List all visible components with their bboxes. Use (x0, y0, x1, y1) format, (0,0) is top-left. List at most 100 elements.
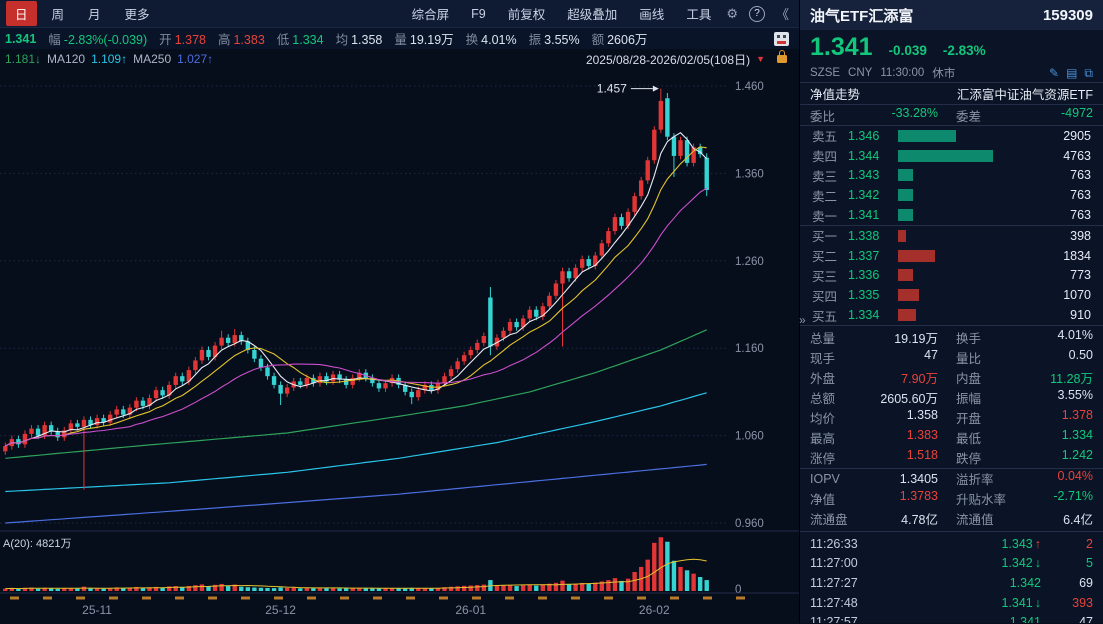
stat-label: 换手 (956, 332, 982, 347)
period-tab[interactable]: 更多 (124, 8, 150, 22)
order-label: 卖二 (812, 189, 838, 204)
info-item: 振 3.55% (528, 33, 580, 47)
svg-text:A(20): 4821万: A(20): 4821万 (3, 538, 71, 550)
stat-cell: 换手 4.01% (956, 328, 1093, 347)
order-row[interactable]: 买五 1.334 910 (800, 305, 1103, 325)
weicha-label: 委差 (956, 109, 982, 124)
candlestick-chart[interactable]: 1.460 1.360 1.260 1.160 1.060 0.960 1.457 A(20)… (0, 69, 800, 624)
toolbar: 日周 月 更多 综合屏 F9 前复权 超级叠加 画线 工具 ⚙ ? 《 (0, 0, 800, 28)
stat-value: 0.50 (1068, 348, 1093, 363)
svg-text:1.060: 1.060 (735, 431, 764, 443)
order-volume: 1834 (1063, 248, 1091, 263)
stats-row: IOPV 1.3405 溢折率 0.04% (800, 467, 1103, 489)
currency-label: CNY (848, 67, 873, 79)
stats-row: 净值 1.3783 升贴水率 -2.71% (800, 489, 1103, 509)
ma-legend: 1.181↓ MA120 1.109↑ MA250 1.027↑ (5, 52, 213, 66)
period-tabs: 日周 月 更多 (6, 1, 159, 26)
stat-cell: 总量 19.19万 (810, 328, 938, 347)
kline-icon[interactable]: ▤ (1066, 65, 1078, 80)
order-label: 买三 (812, 269, 838, 284)
tick-time: 11:26:33 (810, 536, 858, 551)
stat-label: 外盘 (810, 372, 836, 387)
order-price: 1.342 (848, 188, 880, 203)
stats-row: 均价 1.358 开盘 1.378 (800, 408, 1103, 428)
order-row[interactable]: 卖四 1.344 4763 (800, 146, 1103, 166)
sell-orders: 卖五 1.346 2905 卖四 1.344 4763 卖三 1.343 763 卖二 1.342 7… (800, 126, 1103, 225)
stat-cell: 升贴水率 -2.71% (956, 489, 1093, 508)
order-price: 1.336 (848, 268, 880, 283)
order-row[interactable]: 买一 1.338 398 (800, 226, 1103, 246)
ma-label: MA120 (47, 52, 86, 66)
order-row[interactable]: 买二 1.337 1834 (800, 246, 1103, 266)
period-tab[interactable]: 月 (88, 8, 101, 22)
down-arrow-icon: ↓ (1034, 556, 1041, 571)
order-row[interactable]: 卖一 1.341 763 (800, 205, 1103, 225)
depth-bar (898, 289, 920, 302)
info-items: 幅 -2.83%(-0.039) 开 1.378 高 1.383 低 1.334 均 1.358 量… (48, 29, 647, 48)
menu-item[interactable]: 前复权 (507, 8, 546, 22)
menu-item[interactable]: F9 (471, 6, 486, 21)
tick-row[interactable]: 11:27:48 1.341 ↓ 393 (800, 593, 1103, 613)
market-status: 休市 (932, 68, 956, 80)
stat-cell: 最高 1.383 (810, 428, 938, 447)
current-price: 1.341 (5, 31, 37, 46)
collapse-left-icon[interactable]: 《 (775, 7, 789, 22)
tick-price: 1.343 (1001, 536, 1033, 551)
period-tab[interactable]: 周 (51, 8, 65, 22)
tick-time: 11:27:27 (810, 575, 858, 590)
menu-item[interactable]: 综合屏 (411, 8, 450, 22)
period-tab[interactable]: 日 (6, 1, 37, 26)
order-row[interactable]: 买三 1.336 773 (800, 266, 1103, 286)
chart-area: 1.460 1.360 1.260 1.160 1.060 0.960 1.457 A(20)… (0, 69, 800, 624)
stat-label: 涨停 (810, 452, 836, 467)
tick-row[interactable]: 11:26:33 1.343 ↑ 2 (800, 534, 1103, 554)
order-row[interactable]: 卖三 1.343 763 (800, 166, 1103, 186)
stock-name: 油气ETF汇添富 (810, 7, 914, 25)
stat-label: IOPV (810, 471, 840, 486)
stat-label: 跌停 (956, 452, 982, 467)
svg-text:25-11: 25-11 (82, 603, 112, 617)
expand-handle-icon[interactable]: » (799, 313, 806, 327)
lock-icon[interactable] (777, 50, 787, 63)
stat-label: 溢折率 (956, 473, 994, 488)
order-row[interactable]: 卖五 1.346 2905 (800, 126, 1103, 146)
nav-row: 净值走势 汇添富中证油气资源ETF (800, 82, 1103, 105)
depth-bar (898, 149, 994, 162)
meta-row: SZSE CNY 11:30:00 休市 ✎ ▤ ⧉ (800, 64, 1103, 82)
tab-nav-trend[interactable]: 净值走势 (810, 88, 861, 102)
stats-row: 流通盘 4.78亿 流通值 6.4亿 (800, 509, 1103, 529)
order-row[interactable]: 卖二 1.342 763 (800, 185, 1103, 205)
caret-down-icon[interactable]: ▼ (756, 54, 765, 64)
edit-icon[interactable]: ✎ (1049, 65, 1060, 80)
stat-label: 现手 (810, 352, 836, 367)
weibi-label: 委比 (810, 109, 836, 124)
order-row[interactable]: 买四 1.335 1070 (800, 285, 1103, 305)
menu-item[interactable]: 超级叠加 (567, 8, 618, 22)
settings-gear-icon[interactable]: ⚙ (726, 5, 738, 21)
stat-value: 1.3783 (899, 489, 938, 504)
stat-value: 0.04% (1057, 469, 1093, 484)
tick-time: 11:27:00 (810, 556, 858, 571)
stat-value: 19.19万 (894, 332, 938, 347)
fund-full-name: 汇添富中证油气资源ETF (956, 88, 1093, 102)
assistant-icon[interactable] (774, 31, 789, 46)
compare-icon[interactable]: ⧉ (1084, 65, 1093, 80)
info-item: 均 1.358 (335, 33, 383, 47)
menu-item[interactable]: 画线 (639, 8, 665, 22)
order-price: 1.334 (848, 308, 880, 323)
stat-label: 流通值 (956, 513, 994, 528)
menu-item[interactable]: 工具 (686, 8, 712, 22)
stat-label: 振幅 (956, 392, 982, 407)
date-range[interactable]: 2025/08/28-2026/02/05(108日) (585, 52, 751, 67)
help-icon[interactable]: ? (748, 5, 765, 22)
stat-label: 流通盘 (810, 513, 848, 528)
stat-cell: 总额 2605.60万 (810, 388, 938, 407)
stat-value: 1.3405 (899, 471, 938, 486)
tick-row[interactable]: 11:27:27 1.342 69 (800, 573, 1103, 593)
last-price: 1.341 (810, 33, 873, 61)
weicha-value: -4972 (1061, 105, 1093, 120)
stat-label: 内盘 (956, 372, 982, 387)
tick-row[interactable]: 11:27:00 1.342 ↓ 5 (800, 554, 1103, 574)
tick-time: 11:27:48 (810, 595, 858, 610)
tick-row[interactable]: 11:27:57 1.341 47 (800, 612, 1103, 623)
